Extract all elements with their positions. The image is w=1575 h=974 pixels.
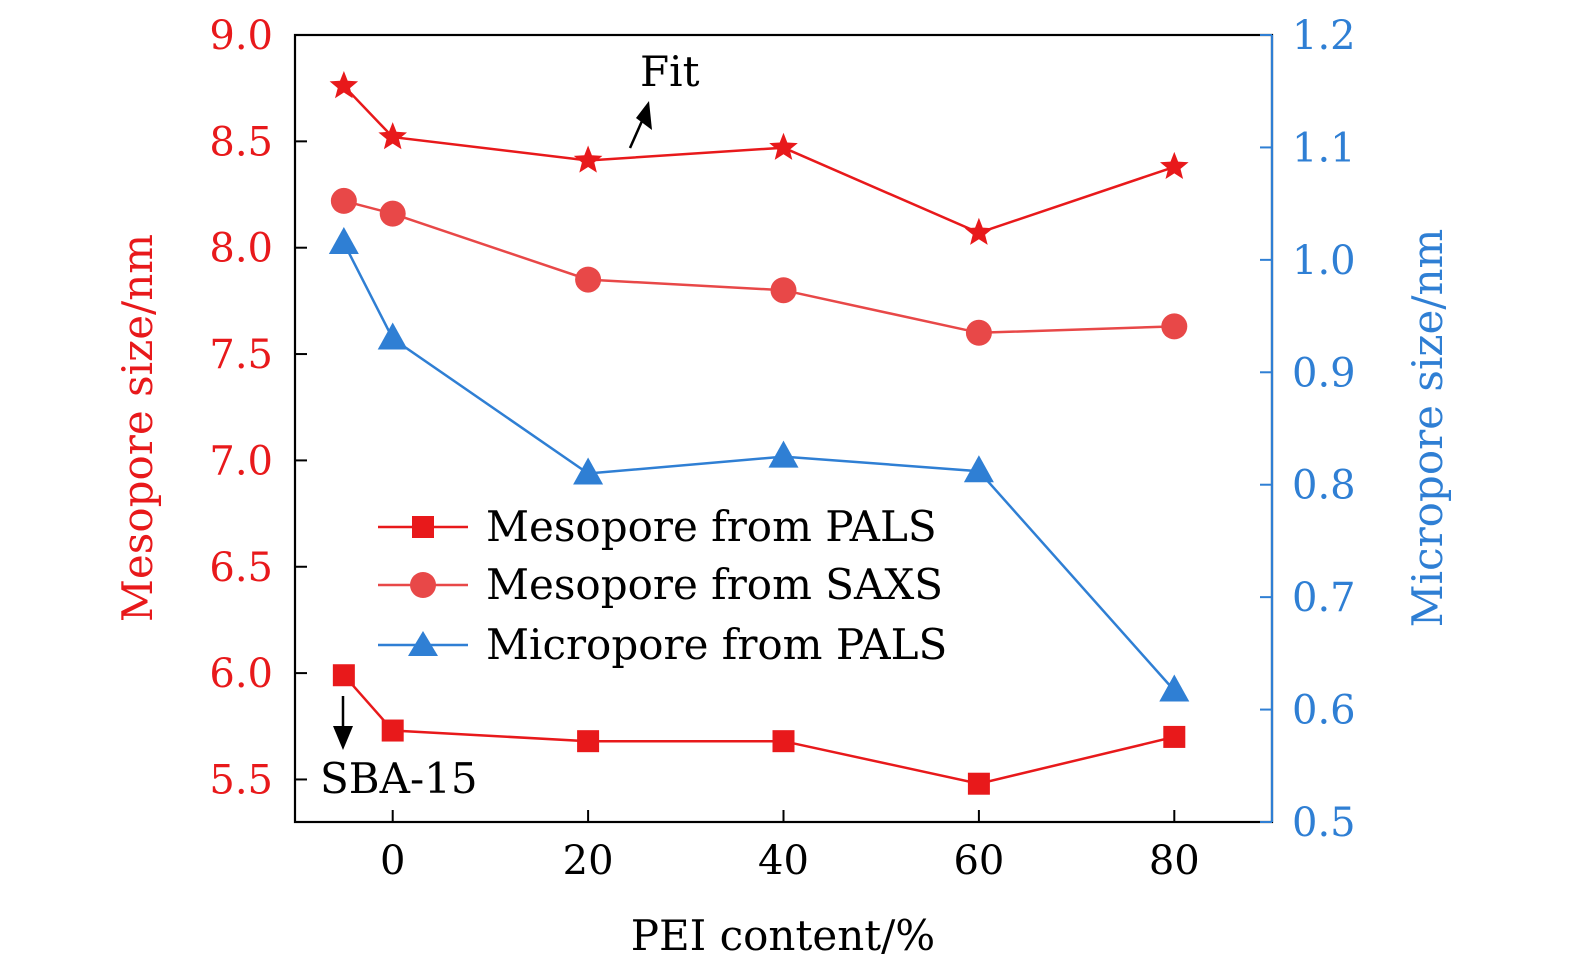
sba15-annotation-label: SBA-15	[320, 754, 478, 803]
data-point-star	[378, 122, 407, 150]
y-right-tick-label: 0.6	[1292, 688, 1356, 734]
series-layer	[328, 71, 1190, 795]
data-point-square	[381, 719, 404, 742]
fit-annotation-label: Fit	[640, 47, 700, 96]
legend-label-pals-meso: Mesopore from PALS	[486, 502, 937, 551]
series-circle	[330, 187, 1188, 346]
series-line	[343, 199, 1175, 335]
x-tick-label: 20	[563, 838, 614, 884]
legend-item-pals-meso: Mesopore from PALS	[378, 502, 937, 551]
y-left-tick-label: 6.0	[209, 651, 273, 697]
fit-annotation-arrowhead	[636, 101, 652, 130]
sba15-annotation: SBA-15	[320, 696, 478, 803]
data-point-circle	[770, 277, 797, 304]
x-axis-title: PEI content/%	[631, 911, 935, 960]
y-axis-left-title: Mesopore size/nm	[113, 234, 162, 622]
y-right-tick-label: 0.7	[1292, 575, 1356, 621]
data-point-star	[329, 71, 359, 99]
data-point-star	[964, 217, 994, 245]
series-square	[332, 664, 1186, 795]
x-tick-label: 60	[953, 838, 1004, 884]
y-right-tick-label: 1.1	[1292, 125, 1356, 171]
data-point-star	[1160, 151, 1189, 179]
x-tick-label: 0	[380, 838, 405, 884]
legend: Mesopore from PALS Mesopore from SAXS Mi…	[378, 502, 947, 669]
data-point-triangle	[768, 440, 799, 468]
x-tick-label: 80	[1149, 838, 1200, 884]
data-point-triangle	[1159, 674, 1190, 702]
data-point-circle	[379, 200, 406, 227]
y-right-tick-label: 0.9	[1292, 350, 1356, 396]
data-point-square	[772, 730, 795, 753]
data-point-circle	[330, 187, 357, 214]
data-point-circle	[575, 266, 602, 293]
ticks-layer: 0 20 40 60 80 5.5 6.0 6.5 7.0 7.5 8.0 8.5 9.0 0.5 0.6 0…	[209, 13, 1355, 884]
data-point-triangle	[963, 455, 994, 483]
data-point-triangle	[377, 322, 408, 350]
series-triangle	[328, 226, 1190, 702]
series-star	[329, 71, 1189, 245]
legend-marker-triangle	[408, 631, 438, 656]
data-point-star	[573, 145, 603, 173]
y-left-tick-label: 8.5	[209, 119, 273, 165]
legend-item-pals-micro: Micropore from PALS	[378, 620, 947, 669]
data-point-star	[769, 132, 798, 160]
data-point-square	[1163, 725, 1186, 748]
y-right-tick-label: 0.5	[1292, 800, 1356, 846]
y-axis-right-title: Micropore size/nm	[1403, 229, 1452, 628]
sba15-annotation-arrowhead	[333, 726, 353, 750]
y-right-tick-label: 1.0	[1292, 238, 1356, 284]
data-point-circle	[965, 319, 992, 346]
series-line	[342, 85, 1175, 235]
y-left-tick-label: 7.0	[209, 438, 273, 484]
y-right-tick-label: 1.2	[1292, 13, 1356, 59]
data-point-circle	[1161, 313, 1188, 340]
legend-label-pals-micro: Micropore from PALS	[486, 620, 947, 669]
data-point-triangle	[573, 457, 604, 485]
data-point-square	[332, 664, 355, 687]
legend-label-saxs-meso: Mesopore from SAXS	[486, 560, 943, 609]
y-left-tick-label: 8.0	[209, 226, 273, 272]
legend-marker-square	[412, 516, 434, 538]
x-tick-label: 40	[758, 838, 809, 884]
data-point-square	[577, 730, 600, 753]
y-left-tick-label: 6.5	[209, 545, 273, 591]
legend-item-saxs-meso: Mesopore from SAXS	[378, 560, 943, 609]
y-left-tick-label: 7.5	[209, 332, 273, 378]
y-left-tick-label: 5.5	[209, 757, 273, 803]
data-point-square	[967, 772, 990, 795]
legend-marker-circle	[410, 572, 436, 598]
fit-annotation: Fit	[628, 47, 700, 149]
series-line	[342, 242, 1176, 692]
y-left-tick-label: 9.0	[209, 13, 273, 59]
y-right-tick-label: 0.8	[1292, 463, 1356, 509]
data-point-triangle	[328, 226, 359, 254]
